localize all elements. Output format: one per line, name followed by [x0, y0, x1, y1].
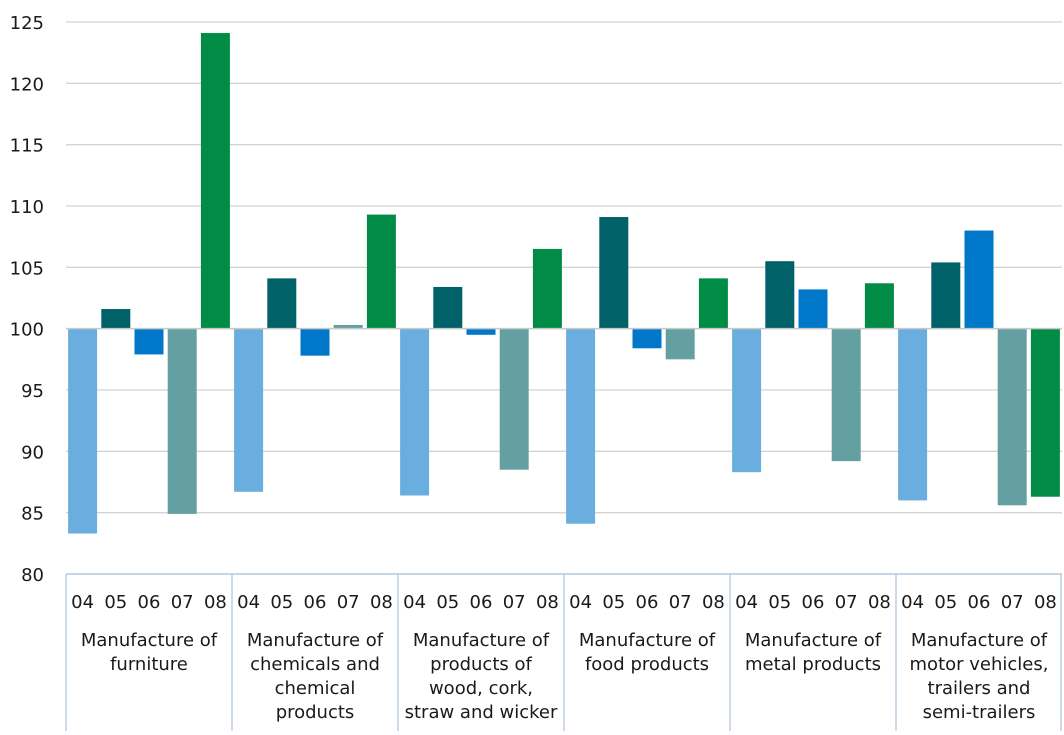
x-tick-label: 04	[237, 592, 260, 613]
x-tick-label: 05	[436, 592, 459, 613]
gridlines	[66, 21, 1062, 575]
bar	[499, 328, 529, 470]
category-label: motor vehicles,	[910, 654, 1049, 675]
bar	[532, 248, 562, 329]
y-tick-label: 95	[21, 381, 44, 402]
x-tick-label: 05	[768, 592, 791, 613]
x-tick-label: 08	[1034, 592, 1057, 613]
x-tick-label: 05	[934, 592, 957, 613]
x-tick-label: 07	[171, 592, 194, 613]
bar	[732, 328, 762, 473]
y-tick-label: 85	[21, 504, 44, 525]
bar	[234, 328, 264, 492]
bar	[68, 328, 98, 534]
bar	[997, 328, 1027, 506]
y-tick-label: 110	[10, 197, 44, 218]
category-label: semi-trailers	[923, 702, 1036, 723]
x-tick-label: 08	[370, 592, 393, 613]
x-tick-label: 04	[71, 592, 94, 613]
category-label: metal products	[745, 654, 881, 675]
bar	[300, 328, 330, 356]
bar	[964, 230, 994, 329]
y-tick-label: 90	[21, 442, 44, 463]
x-tick-label: 04	[569, 592, 592, 613]
bar	[665, 328, 695, 360]
x-tick-label: 04	[735, 592, 758, 613]
category-label: straw and wicker	[405, 702, 558, 723]
bar	[1030, 328, 1060, 497]
bar	[698, 278, 728, 329]
x-tick-label: 06	[636, 592, 659, 613]
bar	[400, 328, 430, 496]
bar	[931, 262, 961, 329]
y-tick-label: 125	[10, 13, 44, 34]
category-label: Manufacture of	[745, 630, 882, 651]
bar	[167, 328, 197, 514]
x-tick-label: 05	[104, 592, 127, 613]
y-tick-label: 80	[21, 565, 44, 586]
bar	[632, 328, 662, 349]
bar	[101, 309, 131, 329]
x-tick-label: 07	[337, 592, 360, 613]
bar	[200, 33, 230, 329]
bar	[566, 328, 596, 524]
bars	[68, 33, 1060, 534]
category-label: Manufacture of	[579, 630, 716, 651]
axes: 80 85 90 95 100 105 110 115 120 125 04 05 06 07 08 Manu…	[10, 13, 1062, 731]
category-label: chemicals and	[250, 654, 380, 675]
y-tick-label: 115	[10, 136, 44, 157]
bar	[267, 278, 297, 329]
x-tick-label: 06	[802, 592, 825, 613]
bar	[864, 283, 894, 329]
x-tick-label: 04	[901, 592, 924, 613]
bar	[466, 328, 496, 335]
category-label: Manufacture of	[81, 630, 218, 651]
bar	[831, 328, 861, 462]
x-tick-label: 07	[1001, 592, 1024, 613]
bar	[134, 328, 164, 355]
bar	[898, 328, 928, 501]
x-tick-label: 07	[835, 592, 858, 613]
bar	[765, 261, 795, 329]
category-label: Manufacture of	[911, 630, 1048, 651]
category-label: trailers and	[928, 678, 1031, 699]
x-tick-label: 08	[868, 592, 891, 613]
x-tick-label: 07	[669, 592, 692, 613]
x-tick-label: 06	[968, 592, 991, 613]
x-tick-label: 06	[138, 592, 161, 613]
x-tick-label: 08	[204, 592, 227, 613]
bar	[333, 324, 363, 329]
x-tick-label: 06	[304, 592, 327, 613]
category-label: chemical	[275, 678, 356, 699]
bar	[599, 217, 629, 329]
category-label: furniture	[110, 654, 188, 675]
bar	[798, 289, 828, 329]
x-tick-label: 05	[270, 592, 293, 613]
category-label: products of	[430, 654, 532, 675]
category-label: products	[276, 702, 355, 723]
category-label: Manufacture of	[413, 630, 550, 651]
bar	[433, 286, 463, 329]
y-tick-label: 120	[10, 74, 44, 95]
y-tick-label: 100	[10, 320, 44, 341]
category-label: Manufacture of	[247, 630, 384, 651]
y-tick-label: 105	[10, 258, 44, 279]
x-tick-label: 08	[536, 592, 559, 613]
x-tick-label: 05	[602, 592, 625, 613]
category-label: food products	[585, 654, 709, 675]
category-label: wood, cork,	[429, 678, 533, 699]
bar	[366, 214, 396, 329]
x-tick-label: 04	[403, 592, 426, 613]
x-tick-label: 06	[470, 592, 493, 613]
x-tick-label: 07	[503, 592, 526, 613]
x-tick-label: 08	[702, 592, 725, 613]
